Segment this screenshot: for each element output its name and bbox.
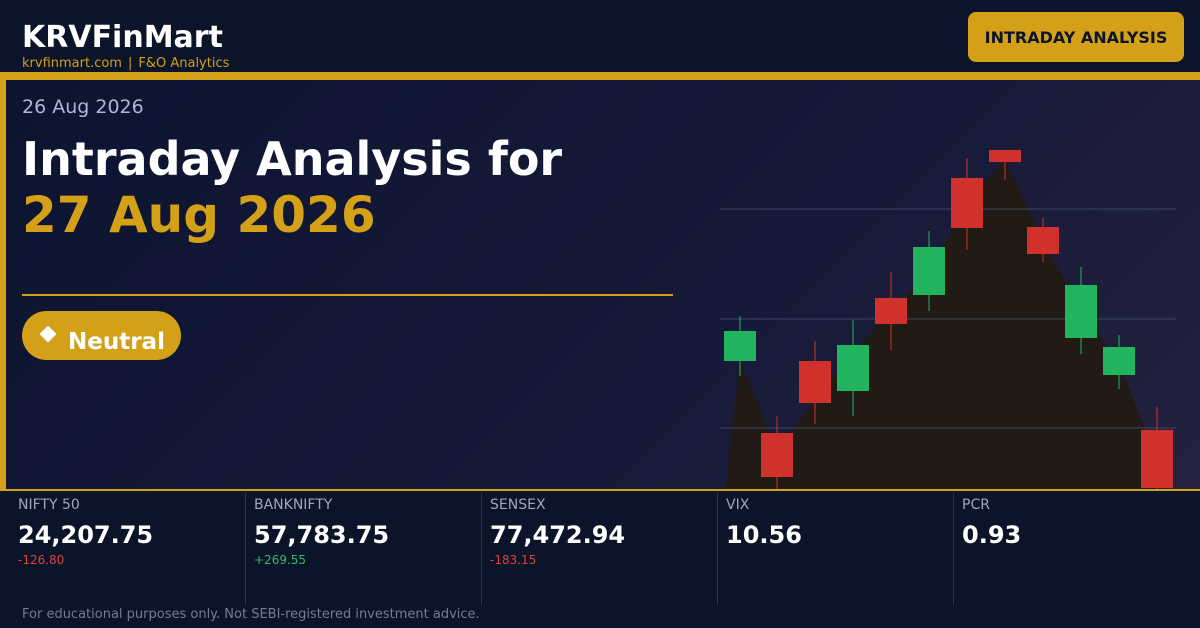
index-name: NIFTY 50 — [18, 497, 80, 513]
index-change: -183.15 — [490, 553, 537, 567]
index-stat: BANKNIFTY 57,783.75 +269.55 — [254, 493, 474, 605]
candle-body — [1065, 285, 1097, 338]
brand: KRVFinMart — [22, 20, 223, 55]
candle-body — [1141, 430, 1173, 488]
candle-body — [799, 361, 831, 403]
stat-separator — [245, 493, 246, 605]
stat-separator — [481, 493, 482, 605]
chart-area — [725, 160, 1157, 489]
separator: | — [127, 56, 133, 71]
diamond-icon — [39, 325, 57, 343]
index-name: SENSEX — [490, 497, 546, 513]
index-name: VIX — [726, 497, 750, 513]
index-stat: NIFTY 50 24,207.75 -126.80 — [18, 493, 238, 605]
site: krvfinmart.com — [22, 56, 122, 71]
index-stat: SENSEX 77,472.94 -183.15 — [490, 493, 710, 605]
sentiment-pill: Neutral — [22, 311, 181, 360]
index-value: 0.93 — [962, 521, 1022, 549]
index-value: 24,207.75 — [18, 521, 154, 549]
index-value: 10.56 — [726, 521, 802, 549]
title: Intraday Analysis for — [22, 132, 563, 186]
sentiment: Neutral — [68, 329, 165, 355]
index-change: +269.55 — [254, 553, 307, 567]
candles — [724, 150, 1173, 489]
target-date: 27 Aug 2026 — [22, 186, 376, 244]
date: 26 Aug 2026 — [22, 96, 144, 118]
index-name: PCR — [962, 497, 990, 513]
stat-separator — [953, 493, 954, 605]
brand-subline: krvfinmart.com | F&O Analytics — [22, 56, 235, 71]
index-value: 77,472.94 — [490, 521, 626, 549]
badge[interactable]: INTRADAY ANALYSIS — [968, 12, 1184, 62]
index-value: 57,783.75 — [254, 521, 390, 549]
candle-body — [913, 247, 945, 295]
candle-body — [875, 298, 907, 324]
candle-body — [1103, 347, 1135, 375]
candle-body — [761, 433, 793, 477]
candle-body — [951, 178, 983, 228]
chart-grid — [720, 208, 1176, 429]
stat-separator — [717, 493, 718, 605]
index-change: -126.80 — [18, 553, 65, 567]
candle-body — [1027, 227, 1059, 254]
candle-body — [837, 345, 869, 391]
candle-body — [724, 331, 756, 361]
candle-body — [989, 150, 1021, 162]
index-name: BANKNIFTY — [254, 497, 333, 513]
decorative-chart — [720, 150, 1176, 489]
tagline: F&O Analytics — [138, 56, 230, 71]
disclaimer: For educational purposes only. Not SEBI-… — [22, 607, 480, 622]
divider — [22, 294, 673, 296]
index-stats: NIFTY 50 24,207.75 -126.80 BANKNIFTY 57,783.… — [0, 489, 1200, 628]
index-stat: PCR 0.93 — [962, 493, 1182, 605]
index-stat: VIX 10.56 — [726, 493, 946, 605]
hero-panel: 26 Aug 2026 Intraday Analysis for 27 Aug… — [0, 72, 1200, 491]
top-bar: KRVFinMart krvfinmart.com | F&O Analytics … — [0, 0, 1200, 72]
